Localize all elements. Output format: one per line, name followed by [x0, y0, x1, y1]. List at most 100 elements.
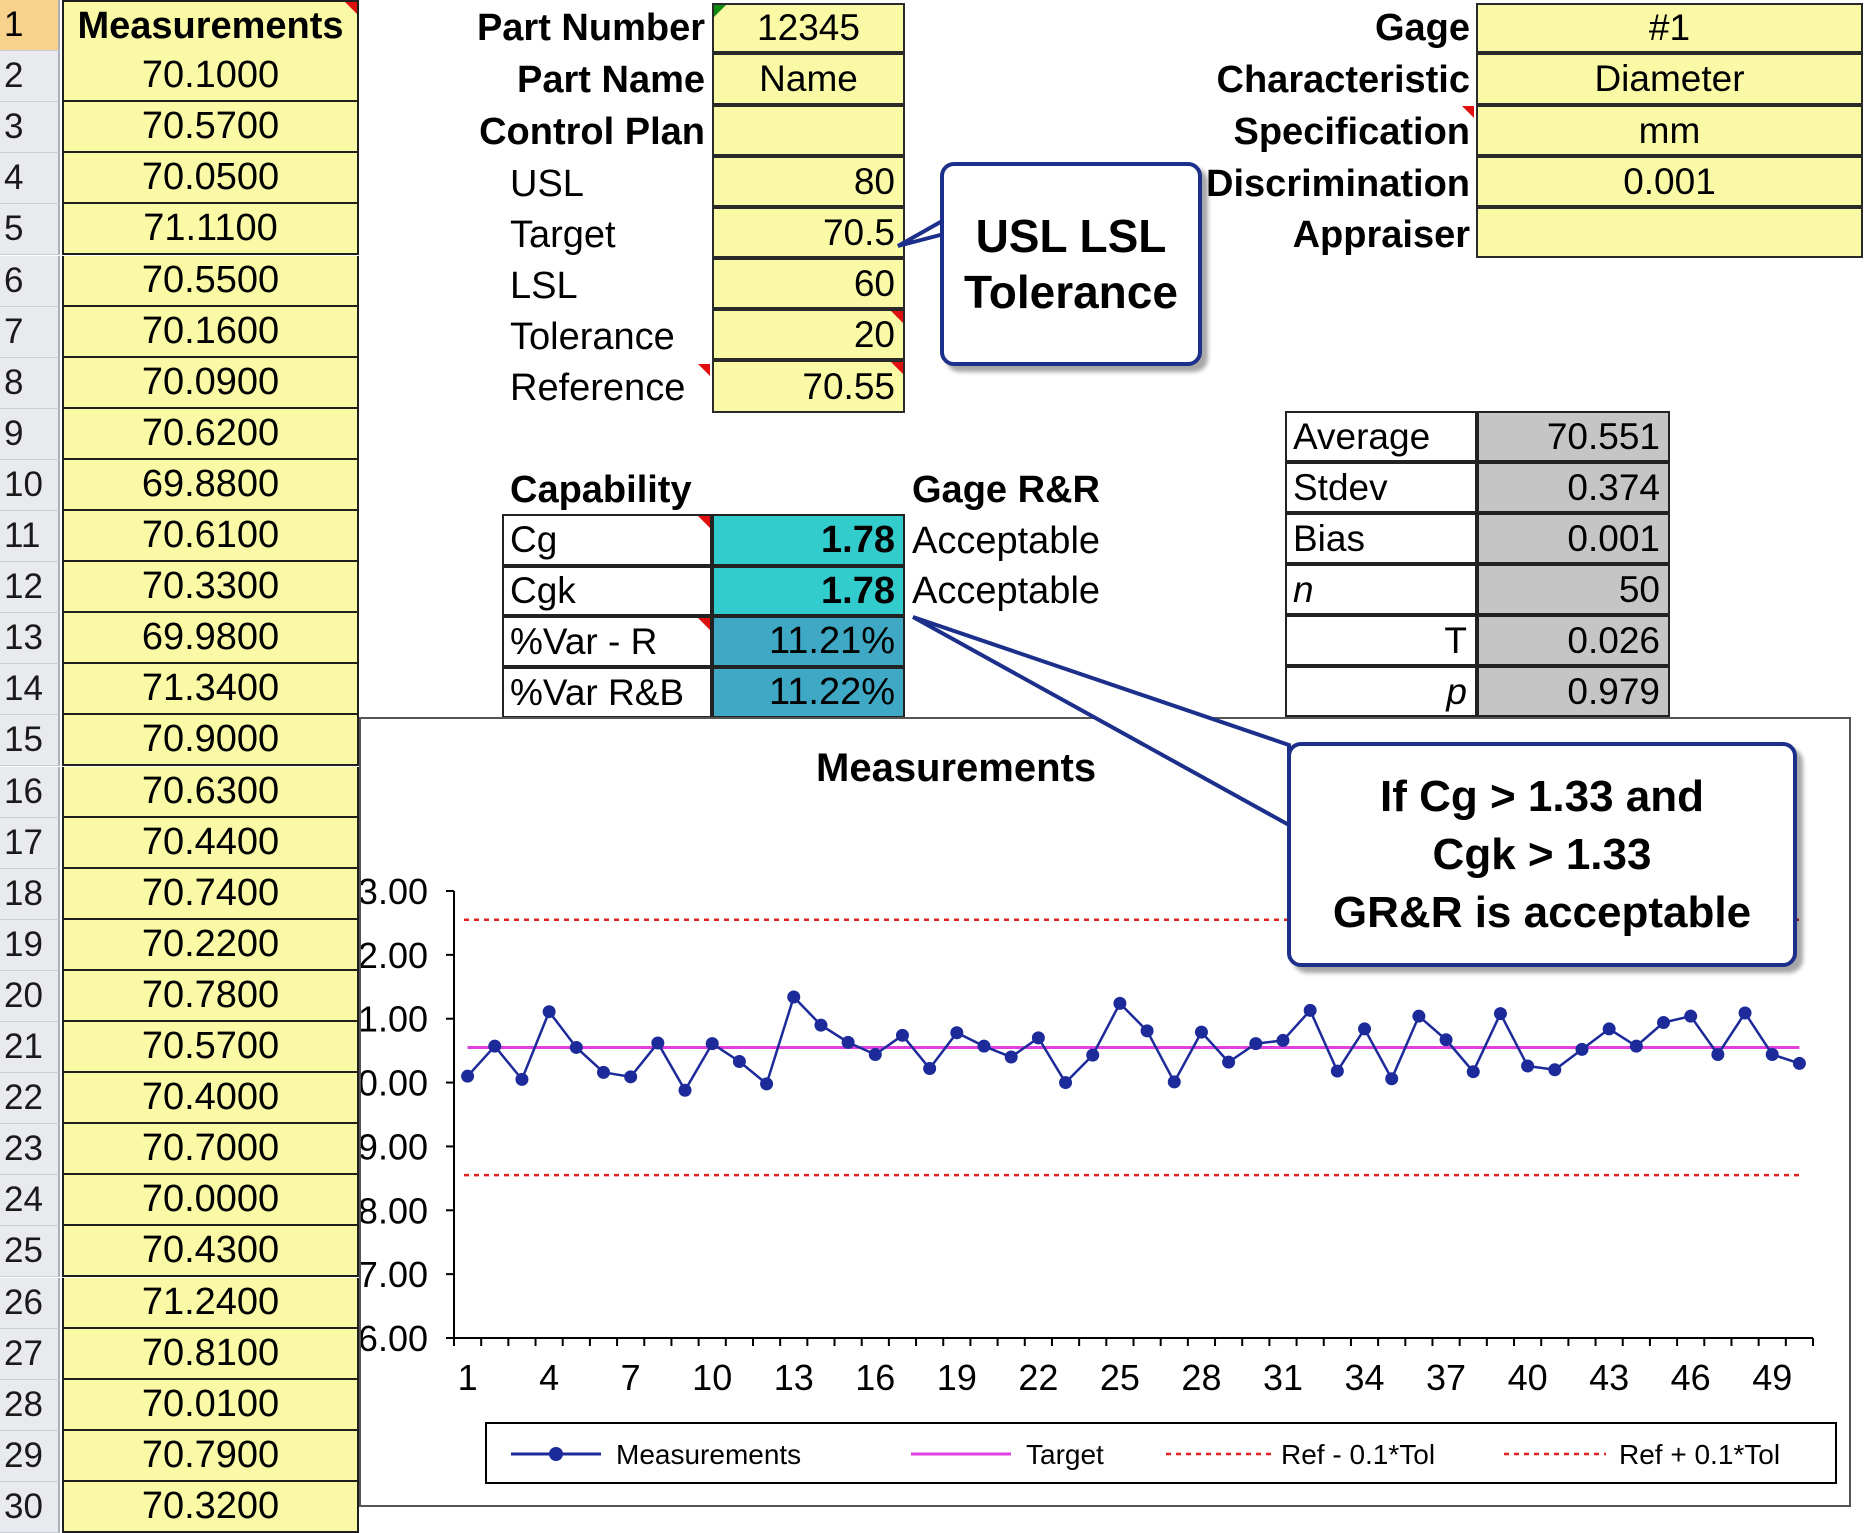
appraiser-field[interactable]	[1476, 207, 1863, 258]
measurement-cell[interactable]: 70.3200	[62, 1481, 359, 1533]
row-header-10[interactable]: 10	[0, 459, 60, 511]
measurement-cell[interactable]: 70.4300	[62, 1226, 359, 1278]
y-tick-label: 66.00	[361, 1318, 428, 1359]
measurement-cell[interactable]: 70.6200	[62, 408, 359, 460]
specification-field[interactable]: mm	[1476, 105, 1863, 156]
p-value-cell[interactable]: 0.979	[1477, 666, 1670, 717]
measurement-cell[interactable]: 70.7000	[62, 1124, 359, 1176]
measurement-cell[interactable]: 70.1600	[62, 306, 359, 358]
measurement-cell[interactable]: 70.5700	[62, 102, 359, 154]
row-header-9[interactable]: 9	[0, 408, 60, 460]
bias-label-cell[interactable]: Bias	[1285, 513, 1477, 564]
var-r-value-cell[interactable]: 11.21%	[712, 616, 905, 667]
control-plan-label: Control Plan	[479, 110, 705, 153]
row-header-23[interactable]: 23	[0, 1124, 60, 1176]
discrimination-field[interactable]: 0.001	[1476, 156, 1863, 207]
control-plan-field[interactable]	[712, 105, 905, 156]
part-name-field[interactable]: Name	[712, 53, 905, 105]
grr-callout-line1: If Cg > 1.33 and	[1380, 771, 1704, 821]
stdev-value-cell[interactable]: 0.374	[1477, 462, 1670, 513]
row-header-25[interactable]: 25	[0, 1226, 60, 1278]
cgk-value-cell[interactable]: 1.78	[712, 566, 905, 616]
row-header-5[interactable]: 5	[0, 204, 60, 256]
capability-title: Capability	[510, 468, 692, 511]
row-header-3[interactable]: 3	[0, 102, 60, 154]
n-value-cell[interactable]: 50	[1477, 564, 1670, 615]
characteristic-field[interactable]: Diameter	[1476, 53, 1863, 105]
average-label-cell[interactable]: Average	[1285, 411, 1477, 462]
measurement-cell[interactable]: 70.6100	[62, 511, 359, 563]
row-header-16[interactable]: 16	[0, 766, 60, 818]
characteristic-label: Characteristic	[1216, 58, 1470, 101]
row-header-6[interactable]: 6	[0, 255, 60, 307]
row-header-21[interactable]: 21	[0, 1022, 60, 1074]
row-header-24[interactable]: 24	[0, 1175, 60, 1227]
row-header-20[interactable]: 20	[0, 970, 60, 1022]
measurement-cell[interactable]: 71.2400	[62, 1277, 359, 1329]
row-header-14[interactable]: 14	[0, 664, 60, 716]
measurement-cell[interactable]: 70.6300	[62, 766, 359, 818]
grr-callout-line3: GR&R is acceptable	[1332, 887, 1752, 937]
measurement-cell[interactable]: 70.5700	[62, 1022, 359, 1074]
measurement-cell[interactable]: 70.0100	[62, 1379, 359, 1431]
measurement-cell[interactable]: 70.4000	[62, 1073, 359, 1125]
bias-value-cell[interactable]: 0.001	[1477, 513, 1670, 564]
tolerance-field[interactable]: 20	[712, 309, 905, 360]
measurement-cell[interactable]: 71.3400	[62, 664, 359, 716]
t-value-cell[interactable]: 0.026	[1477, 615, 1670, 666]
measurement-cell[interactable]: 70.8100	[62, 1328, 359, 1380]
row-header-1[interactable]: 1	[0, 0, 60, 52]
cg-label-cell[interactable]: Cg	[502, 514, 712, 566]
row-header-26[interactable]: 26	[0, 1277, 60, 1329]
row-header-30[interactable]: 30	[0, 1481, 60, 1533]
measurement-cell[interactable]: 70.7800	[62, 970, 359, 1022]
measurement-cell[interactable]: 71.1100	[62, 204, 359, 256]
usl-field[interactable]: 80	[712, 156, 905, 207]
measurement-cell[interactable]: 70.1000	[62, 51, 359, 103]
measurement-cell[interactable]: 70.4400	[62, 817, 359, 869]
row-header-18[interactable]: 18	[0, 868, 60, 920]
measurement-cell[interactable]: 70.2200	[62, 919, 359, 971]
row-header-22[interactable]: 22	[0, 1073, 60, 1125]
lsl-field[interactable]: 60	[712, 258, 905, 309]
measurement-cell[interactable]: 70.0500	[62, 153, 359, 205]
measurement-cell[interactable]: 70.3300	[62, 562, 359, 614]
gage-field[interactable]: #1	[1476, 3, 1863, 53]
measurements-header[interactable]: Measurements	[62, 0, 359, 53]
var-r-label-cell[interactable]: %Var - R	[502, 616, 712, 667]
row-header-11[interactable]: 11	[0, 511, 60, 563]
row-header-17[interactable]: 17	[0, 817, 60, 869]
row-header-2[interactable]: 2	[0, 51, 60, 103]
var-rb-label-cell[interactable]: %Var R&B	[502, 667, 712, 718]
average-value-cell[interactable]: 70.551	[1477, 411, 1670, 462]
row-header-15[interactable]: 15	[0, 715, 60, 767]
reference-field[interactable]: 70.55	[712, 360, 905, 413]
row-header-28[interactable]: 28	[0, 1379, 60, 1431]
cg-value-cell[interactable]: 1.78	[712, 514, 905, 566]
measurements-point	[1059, 1076, 1073, 1090]
row-header-13[interactable]: 13	[0, 613, 60, 665]
row-header-4[interactable]: 4	[0, 153, 60, 205]
row-header-8[interactable]: 8	[0, 357, 60, 409]
measurement-cell[interactable]: 70.9000	[62, 715, 359, 767]
p-label-cell[interactable]: p	[1285, 666, 1477, 717]
row-header-29[interactable]: 29	[0, 1430, 60, 1482]
measurement-cell[interactable]: 70.0000	[62, 1175, 359, 1227]
measurement-cell[interactable]: 70.0900	[62, 357, 359, 409]
part-number-field[interactable]: 12345	[712, 3, 905, 53]
t-label-cell[interactable]: T	[1285, 615, 1477, 666]
row-header-12[interactable]: 12	[0, 562, 60, 614]
var-rb-value-cell[interactable]: 11.22%	[712, 667, 905, 718]
measurement-cell[interactable]: 70.7900	[62, 1430, 359, 1482]
measurement-cell[interactable]: 69.9800	[62, 613, 359, 665]
measurement-cell[interactable]: 70.5500	[62, 255, 359, 307]
n-label-cell[interactable]: n	[1285, 564, 1477, 615]
row-header-7[interactable]: 7	[0, 306, 60, 358]
measurement-cell[interactable]: 70.7400	[62, 868, 359, 920]
row-header-27[interactable]: 27	[0, 1328, 60, 1380]
stdev-label-cell[interactable]: Stdev	[1285, 462, 1477, 513]
row-header-19[interactable]: 19	[0, 919, 60, 971]
target-field[interactable]: 70.5	[712, 207, 905, 258]
measurement-cell[interactable]: 69.8800	[62, 459, 359, 511]
cgk-label-cell[interactable]: Cgk	[502, 566, 712, 616]
